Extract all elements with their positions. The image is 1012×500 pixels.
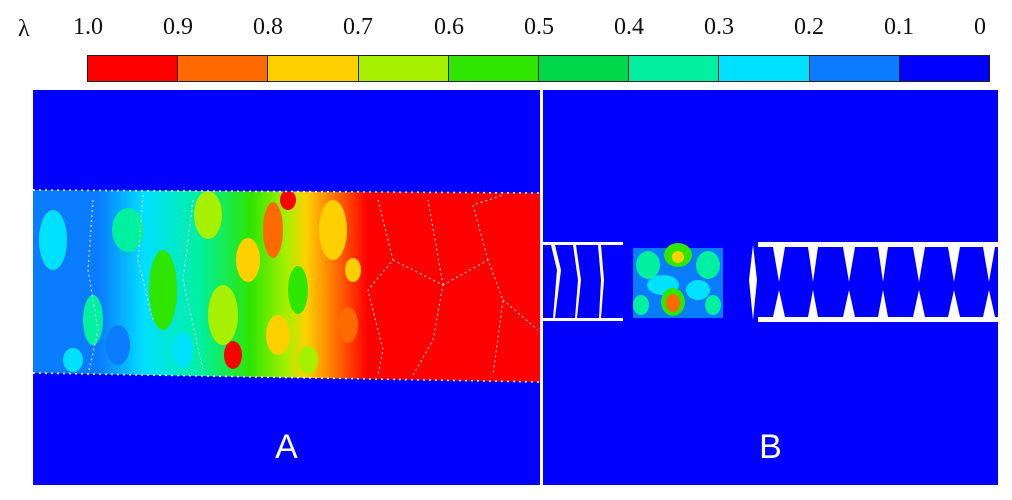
colorbar-swatch-7 [719,56,810,81]
panel-b-hotspot [633,243,723,318]
colorbar-swatch-5 [539,56,630,81]
panel-b: B [543,90,998,485]
tick-label: 0.5 [524,14,554,40]
colorbar-swatch-3 [358,56,449,81]
panel-b-left-boundary [543,242,623,321]
tick-label: 0.7 [343,14,373,40]
colorbar-swatch-1 [178,56,269,81]
panel-a-field [33,189,540,383]
tick-label: 0.3 [704,14,734,40]
panel-a-label: A [275,428,298,466]
colorbar-swatch-0 [88,56,179,81]
tick-label: 0.2 [794,14,824,40]
tick-label: 0.6 [434,14,464,40]
colorbar: λ 1.0 0.9 0.8 0.7 0.6 0.5 0.4 0.3 0.2 0.… [0,0,1012,90]
tick-label: 0.9 [163,14,193,40]
shear-band-a [33,190,540,382]
colorbar-swatch-2 [268,56,359,81]
colorbar-swatch-8 [809,56,900,81]
panel-b-right-boundary [749,242,998,322]
colorbar-scale [87,55,990,82]
tick-label: 0.8 [253,14,283,40]
colorbar-swatch-4 [448,56,540,81]
panel-b-label: B [759,428,782,466]
panel-a: A [33,90,540,485]
colorbar-swatch-9 [899,56,990,81]
tick-label: 1.0 [73,14,103,40]
panel-b-field [543,242,998,322]
colorbar-swatch-6 [629,56,720,81]
tick-label: 0.1 [884,14,914,40]
colorbar-symbol: λ [18,16,30,42]
tick-label: 0.4 [614,14,644,40]
tick-label: 0 [974,14,986,40]
